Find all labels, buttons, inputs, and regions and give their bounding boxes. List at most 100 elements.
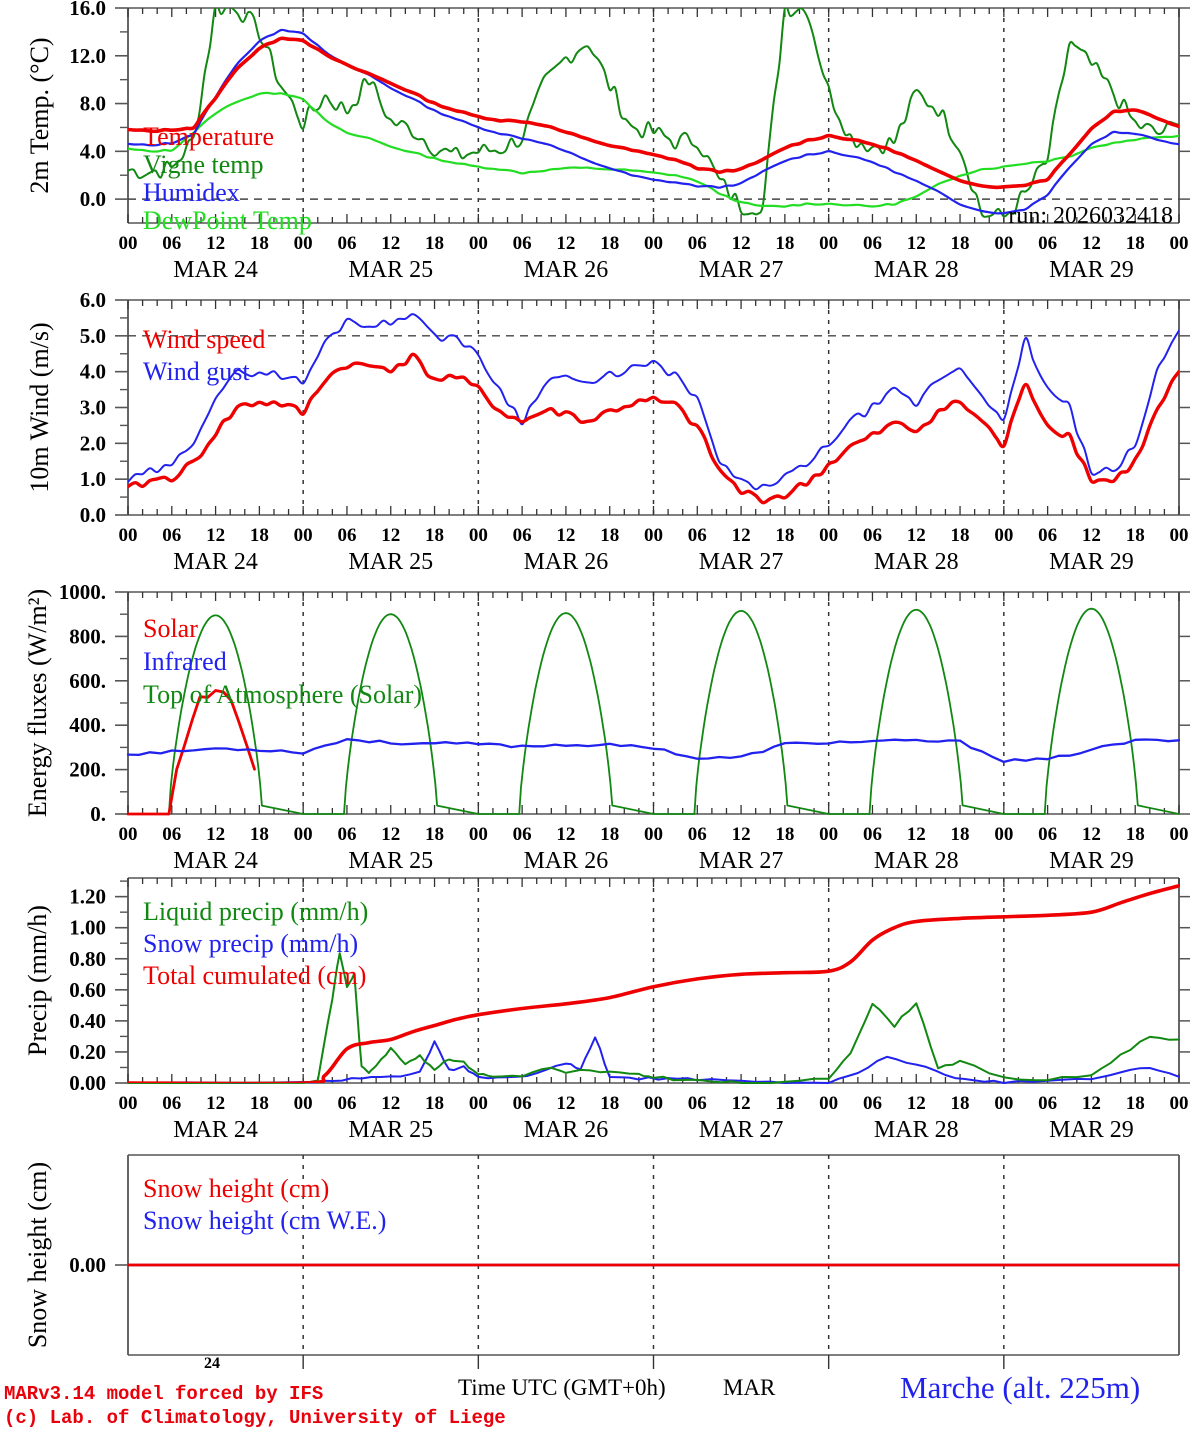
xtick-label: 06 bbox=[863, 1093, 882, 1114]
x-day-label: MAR 25 bbox=[348, 257, 433, 283]
xtick-label: 12 bbox=[1082, 525, 1101, 546]
series-total-cumulated bbox=[128, 884, 1179, 1083]
legend-total-cumulated-label: Total cumulated (cm) bbox=[143, 961, 366, 990]
xtick-label: 12 bbox=[732, 1093, 751, 1114]
xtick-label: 18 bbox=[1126, 233, 1145, 254]
x-day-label: MAR 24 bbox=[173, 549, 258, 575]
xtick-label: 00 bbox=[119, 233, 138, 254]
x-day-label: MAR 27 bbox=[699, 1117, 784, 1143]
xtick-label: 00 bbox=[469, 233, 488, 254]
footer-model-line: MARv3.14 model forced by IFS bbox=[4, 1383, 323, 1405]
legend-snow-height-we-label: Snow height (cm W.E.) bbox=[143, 1206, 386, 1235]
series-wind-speed bbox=[128, 352, 1179, 505]
x-day-label: MAR 25 bbox=[348, 549, 433, 575]
xtick-label: 06 bbox=[688, 1093, 707, 1114]
xtick-label: 18 bbox=[1126, 525, 1145, 546]
ytick-label: 0.0 bbox=[80, 503, 106, 527]
yaxis-precip: 0.00 0.20 0.40 0.60 0.80 1.00 1.20 bbox=[69, 880, 1190, 1095]
xtick-label: 12 bbox=[907, 525, 926, 546]
x-day-label: MAR 26 bbox=[524, 257, 609, 283]
legend-precip: Liquid precip (mm/h) Snow precip (mm/h) To… bbox=[143, 897, 368, 990]
series-wind-gust bbox=[128, 313, 1179, 491]
ytick-label: 0.0 bbox=[80, 187, 106, 211]
xtick-label: 00 bbox=[294, 824, 313, 845]
xtick-label: 06 bbox=[162, 824, 181, 845]
ytick-label: 1.20 bbox=[69, 885, 106, 909]
xtick-label: 12 bbox=[206, 824, 225, 845]
legend-snow-height-label: Snow height (cm) bbox=[143, 1174, 329, 1203]
series-top-of-atmosphere-solar bbox=[127, 607, 1180, 815]
xtick-label: 18 bbox=[600, 233, 619, 254]
ytick-label: 2.0 bbox=[80, 431, 106, 455]
xtick-label: 06 bbox=[513, 824, 532, 845]
xtick-label: 06 bbox=[863, 525, 882, 546]
xtick-label: 06 bbox=[688, 824, 707, 845]
xtick-label: 18 bbox=[600, 525, 619, 546]
xtick-label: 12 bbox=[556, 1093, 575, 1114]
xlabels-precip: 00 06 12 18 MAR 24 00 06 12 18 MAR 25 00 06 12 18 MAR … bbox=[119, 1093, 1189, 1143]
xtick-label: 00 bbox=[994, 525, 1013, 546]
xtick-label: 12 bbox=[381, 525, 400, 546]
xtick-label: 18 bbox=[951, 525, 970, 546]
xtick-label: 18 bbox=[250, 525, 269, 546]
ytick-label: 3.0 bbox=[80, 396, 106, 420]
ytick-label: 0.00 bbox=[69, 1071, 106, 1095]
xtick-label: 00 bbox=[819, 525, 838, 546]
ytick-label: 800. bbox=[69, 624, 106, 648]
xtick-label: 06 bbox=[863, 233, 882, 254]
xtick-label: 18 bbox=[951, 1093, 970, 1114]
xtick-label: 06 bbox=[1038, 233, 1057, 254]
ytick-label: 6.0 bbox=[80, 288, 106, 312]
x-axis-title: Time UTC (GMT+0h) bbox=[458, 1375, 666, 1400]
xtick-label: 12 bbox=[381, 1093, 400, 1114]
xtick-label: 12 bbox=[732, 824, 751, 845]
x-day-label: MAR 24 bbox=[173, 257, 258, 283]
xtick-label: 00 bbox=[119, 525, 138, 546]
xtick-label: 18 bbox=[250, 233, 269, 254]
x-day-label: MAR 29 bbox=[1049, 1117, 1134, 1143]
x-day-label: MAR 27 bbox=[699, 549, 784, 575]
xtick-label: 00 bbox=[294, 1093, 313, 1114]
x-day-label: MAR 26 bbox=[524, 1117, 609, 1143]
xtick-label: 12 bbox=[907, 824, 926, 845]
series-dewpoint-temp bbox=[128, 91, 1179, 208]
x-day-label: MAR 26 bbox=[524, 848, 609, 874]
ylabel-wind: 10m Wind (m/s) bbox=[25, 322, 54, 492]
ytick-label: 0. bbox=[90, 802, 106, 826]
ylabel-precip: Precip (mm/h) bbox=[23, 905, 52, 1056]
series-vigne-temp bbox=[128, 8, 1179, 218]
xtick-label: 00 bbox=[994, 1093, 1013, 1114]
x-day-label: MAR 27 bbox=[699, 848, 784, 874]
ytick-label: 12.0 bbox=[69, 44, 106, 68]
xtick-label: 00 bbox=[469, 525, 488, 546]
legend-snow-precip-label: Snow precip (mm/h) bbox=[143, 929, 358, 958]
ytick-label: 200. bbox=[69, 758, 106, 782]
yaxis-energy_fluxes: 0. 200. 400. 600. 800. 1000. bbox=[59, 580, 1190, 826]
xtick-label: 06 bbox=[337, 824, 356, 845]
x-day-label: MAR 27 bbox=[699, 257, 784, 283]
xtick-label: 00 bbox=[119, 1093, 138, 1114]
x-day-label: MAR 29 bbox=[1049, 848, 1134, 874]
legend-top-of-atmosphere-label: Top of Atmosphere (Solar) bbox=[143, 680, 422, 709]
xtick-label: 18 bbox=[775, 1093, 794, 1114]
start-day-marker: 24 bbox=[204, 1355, 220, 1372]
xtick-label: 12 bbox=[732, 525, 751, 546]
ytick-label: 16.0 bbox=[69, 0, 106, 20]
xtick-label: 06 bbox=[688, 233, 707, 254]
legend-wind: Wind speed Wind gust bbox=[143, 325, 265, 386]
xtick-label: 12 bbox=[907, 233, 926, 254]
legend-wind-gust-label: Wind gust bbox=[143, 357, 250, 386]
xtick-label: 00 bbox=[119, 824, 138, 845]
xtick-label: 18 bbox=[775, 824, 794, 845]
xtick-label: 00 bbox=[994, 233, 1013, 254]
xtick-label: 00 bbox=[819, 1093, 838, 1114]
xtick-label: 12 bbox=[1082, 1093, 1101, 1114]
xlabels-temperature: 00 06 12 18 MAR 24 00 06 12 18 MAR 25 00 06 12 18 MAR … bbox=[119, 233, 1189, 283]
legend-temperature-label: Temperature bbox=[143, 122, 274, 151]
xtick-label: 06 bbox=[863, 824, 882, 845]
xtick-label: 06 bbox=[513, 1093, 532, 1114]
x-day-label: MAR 24 bbox=[173, 1117, 258, 1143]
x-day-label: MAR 29 bbox=[1049, 257, 1134, 283]
x-day-label: MAR 24 bbox=[173, 848, 258, 874]
